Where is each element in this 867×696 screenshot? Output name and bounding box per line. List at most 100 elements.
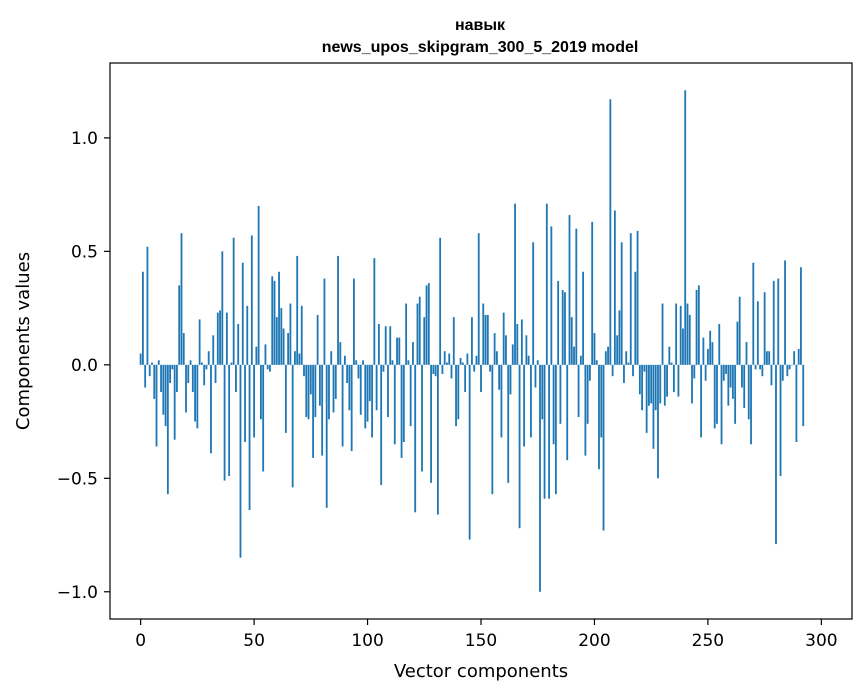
bar-component-189 [568, 215, 571, 365]
bar-component-123 [418, 296, 421, 365]
bar-component-260 [729, 364, 732, 388]
bar-component-162 [507, 364, 510, 483]
bar-component-233 [668, 346, 671, 365]
bar-component-292 [802, 364, 805, 427]
bar-component-75 [309, 364, 312, 395]
bar-component-11 [164, 364, 167, 427]
bar-component-81 [323, 278, 326, 365]
bar-component-224 [648, 364, 650, 406]
bar-component-74 [307, 364, 310, 420]
bar-component-6 [153, 364, 156, 399]
bar-component-12 [166, 364, 169, 495]
bar-component-47 [246, 305, 249, 365]
bar-component-118 [407, 360, 410, 365]
bar-component-228 [657, 364, 659, 479]
bar-component-273 [759, 364, 762, 370]
bar-component-201 [595, 360, 598, 365]
bar-component-153 [486, 314, 489, 365]
bar-component-218 [634, 271, 637, 365]
bar-component-87 [337, 255, 339, 365]
bar-component-135 [446, 362, 448, 365]
bar-component-142 [461, 362, 464, 365]
bar-component-283 [781, 364, 784, 381]
bar-component-204 [602, 364, 605, 531]
bar-component-45 [241, 262, 244, 365]
bar-component-110 [389, 326, 392, 365]
bar-component-254 [716, 364, 718, 424]
bar-component-7 [155, 364, 158, 447]
bar-component-116 [402, 364, 405, 442]
bar-component-191 [573, 346, 575, 365]
bar-component-197 [586, 364, 589, 424]
x-tick-label: 0 [135, 631, 146, 651]
bar-component-232 [666, 364, 668, 397]
bar-component-104 [375, 364, 378, 411]
bar-component-51 [255, 346, 258, 365]
bar-component-152 [484, 314, 487, 365]
bar-component-60 [275, 317, 278, 365]
bar-component-174 [534, 364, 537, 388]
bar-component-226 [652, 364, 655, 449]
bar-component-36 [221, 251, 224, 365]
bar-component-221 [641, 364, 644, 411]
x-tick-label: 100 [351, 631, 383, 651]
bar-component-202 [598, 364, 600, 470]
bar-component-159 [500, 364, 503, 438]
bar-component-277 [768, 351, 771, 365]
bar-component-246 [697, 285, 700, 365]
bar-component-240 [684, 90, 687, 365]
bar-component-257 [722, 364, 725, 381]
bar-component-103 [373, 258, 376, 365]
bar-component-236 [675, 303, 678, 365]
bar-component-206 [607, 346, 609, 365]
y-tick-label: 0.5 [71, 242, 98, 262]
bar-component-148 [475, 355, 478, 365]
bar-component-97 [359, 364, 362, 415]
bar-component-21 [187, 364, 190, 383]
bar-component-5 [151, 362, 153, 365]
bar-component-259 [727, 364, 730, 406]
bar-component-239 [682, 328, 684, 365]
bar-component-163 [509, 364, 512, 395]
bar-component-4 [148, 364, 151, 377]
x-tick-label: 300 [805, 631, 837, 651]
bar-component-67 [291, 364, 294, 488]
bar-component-186 [561, 289, 564, 365]
bar-component-263 [736, 321, 739, 365]
bar-component-251 [709, 330, 712, 365]
bar-component-151 [482, 303, 485, 365]
bar-component-195 [582, 271, 585, 365]
bar-component-268 [747, 364, 750, 420]
bar-component-88 [339, 342, 342, 365]
bar-component-157 [495, 351, 498, 365]
bar-component-261 [731, 364, 734, 399]
bar-component-32 [212, 335, 215, 365]
bar-component-54 [262, 364, 265, 472]
bar-component-49 [250, 235, 253, 365]
bar-component-131 [436, 364, 439, 515]
bar-component-173 [532, 242, 535, 365]
bar-component-267 [745, 342, 748, 365]
bar-component-216 [629, 233, 632, 365]
bar-component-285 [786, 364, 789, 377]
bar-component-145 [468, 364, 471, 540]
bar-component-282 [779, 364, 782, 477]
bar-component-181 [550, 226, 553, 365]
bar-component-62 [280, 308, 283, 365]
bar-component-229 [659, 364, 662, 404]
bar-component-168 [520, 319, 523, 365]
bar-component-28 [203, 364, 206, 386]
bar-component-13 [169, 364, 172, 383]
bar-component-182 [552, 364, 555, 445]
bar-component-185 [559, 364, 562, 424]
bar-component-169 [523, 364, 526, 447]
bar-component-170 [525, 335, 528, 365]
bar-component-219 [636, 230, 639, 365]
bar-component-85 [332, 364, 335, 413]
bar-component-24 [194, 364, 196, 422]
bar-component-77 [314, 364, 317, 418]
bar-component-92 [348, 364, 351, 411]
bar-component-250 [707, 348, 709, 365]
bar-component-114 [398, 337, 401, 365]
bar-component-30 [207, 351, 210, 365]
